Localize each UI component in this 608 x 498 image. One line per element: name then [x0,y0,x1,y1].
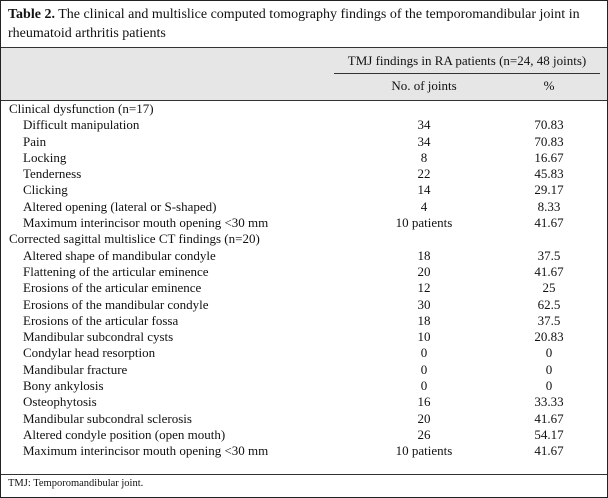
percent-cell: 45.83 [534,166,564,182]
percent-cell: 29.17 [534,182,564,198]
percent-cell: 8.33 [537,198,561,214]
percent-cell: 20.83 [534,329,564,345]
row-label: Altered opening (lateral or S-shaped) [23,198,217,214]
percent-cell: 25 [542,280,556,296]
joints-cell: 18 [417,312,431,328]
caption-label: Table 2. [8,7,55,22]
table-body: Clinical dysfunction (n=17) Difficult man… [1,101,607,460]
joints-cell: 0 [420,361,428,377]
row-label: Erosions of the articular eminence [23,280,202,296]
joints-cell: 4 [420,198,428,214]
header-joints: No. of joints [391,78,457,93]
row-label: Osteophytosis [23,394,97,410]
percent-cell: 33.33 [534,394,564,410]
joints-cell: 10 patients [395,443,453,459]
row-label: Erosions of the articular fossa [23,312,179,328]
joints-cell: 10 patients [395,215,453,231]
header-group: TMJ findings in RA patients (n=24, 48 jo… [347,53,587,68]
row-label: Difficult manipulation [23,117,140,133]
table-row: Clicking 14 29.17 [1,182,607,198]
joints-cell: 30 [417,296,431,312]
percent-cell: 70.83 [534,117,564,133]
joints-cell: 22 [417,166,431,182]
percent-cell: 41.67 [534,263,564,279]
table-row: Maximum interincisor mouth opening <30 m… [1,443,607,459]
table-row: Bony ankylosis 0 0 [1,378,607,394]
row-label: Corrected sagittal multislice CT finding… [9,231,260,247]
table-row: Tenderness 22 45.83 [1,166,607,182]
section-row: Corrected sagittal multislice CT finding… [1,231,607,247]
table-row: Flattening of the articular eminence 20 41… [1,264,607,280]
percent-cell: 54.17 [534,426,564,442]
percent-cell: 70.83 [534,133,564,149]
table-row: Difficult manipulation 34 70.83 [1,117,607,133]
table-row: Maximum interincisor mouth opening <30 m… [1,215,607,231]
table-row: Pain 34 70.83 [1,134,607,150]
joints-cell: 26 [417,426,431,442]
percent-cell: 41.67 [534,410,564,426]
row-label: Clicking [23,182,68,198]
header-percent: % [543,78,555,93]
table-row: Mandibular subcondral cysts 10 20.83 [1,329,607,345]
table-row: Erosions of the articular fossa 18 37.5 [1,313,607,329]
joints-cell: 10 [417,329,431,345]
percent-cell: 0 [545,378,553,394]
table-row: Mandibular subcondral sclerosis 20 41.67 [1,411,607,427]
caption-text: The clinical and multislice computed tom… [8,7,580,41]
table-row: Altered opening (lateral or S-shaped) 4 8.… [1,199,607,215]
table-row: Locking 8 16.67 [1,150,607,166]
percent-cell: 37.5 [537,312,561,328]
table-row: Erosions of the articular eminence 12 25 [1,280,607,296]
footnote: TMJ: Temporomandibular joint. [8,478,144,489]
percent-cell: 41.67 [534,215,564,231]
header-divider [334,73,600,74]
row-label: Mandibular subcondral sclerosis [23,410,192,426]
table-row: Altered condyle position (open mouth) 26 5… [1,427,607,443]
joints-cell: 20 [417,263,431,279]
joints-cell: 18 [417,247,431,263]
row-label: Flattening of the articular eminence [23,263,209,279]
table-row: Osteophytosis 16 33.33 [1,394,607,410]
joints-cell: 16 [417,394,431,410]
row-label: Mandibular fracture [23,361,128,377]
joints-cell: 14 [417,182,431,198]
percent-cell: 41.67 [534,443,564,459]
table-bottom-rule [1,474,607,475]
percent-cell: 16.67 [534,149,564,165]
table-row: Altered shape of mandibular condyle 18 37.… [1,248,607,264]
table-header: TMJ findings in RA patients (n=24, 48 jo… [1,47,607,101]
row-label: Altered condyle position (open mouth) [23,426,226,442]
section-row: Clinical dysfunction (n=17) [1,101,607,117]
table-row: Erosions of the mandibular condyle 30 62.5 [1,297,607,313]
table-row: Condylar head resorption 0 0 [1,345,607,361]
table-caption: Table 2. The clinical and multislice com… [8,5,604,43]
joints-cell: 0 [420,378,428,394]
row-label: Pain [23,133,47,149]
joints-cell: 0 [420,345,428,361]
joints-cell: 20 [417,410,431,426]
row-label: Tenderness [23,166,82,182]
joints-cell: 34 [417,117,431,133]
row-label: Mandibular subcondral cysts [23,329,174,345]
percent-cell: 0 [545,345,553,361]
row-label: Bony ankylosis [23,378,104,394]
row-label: Condylar head resorption [23,345,156,361]
row-label: Clinical dysfunction (n=17) [9,101,154,116]
row-label: Altered shape of mandibular condyle [23,247,216,263]
table-row: Mandibular fracture 0 0 [1,362,607,378]
percent-cell: 62.5 [537,296,561,312]
row-label: Locking [23,149,67,165]
joints-cell: 12 [417,280,431,296]
percent-cell: 0 [545,361,553,377]
row-label: Maximum interincisor mouth opening <30 m… [23,215,269,231]
percent-cell: 37.5 [537,247,561,263]
row-label: Maximum interincisor mouth opening <30 m… [23,443,269,459]
row-label: Erosions of the mandibular condyle [23,296,209,312]
joints-cell: 34 [417,133,431,149]
joints-cell: 8 [420,149,428,165]
